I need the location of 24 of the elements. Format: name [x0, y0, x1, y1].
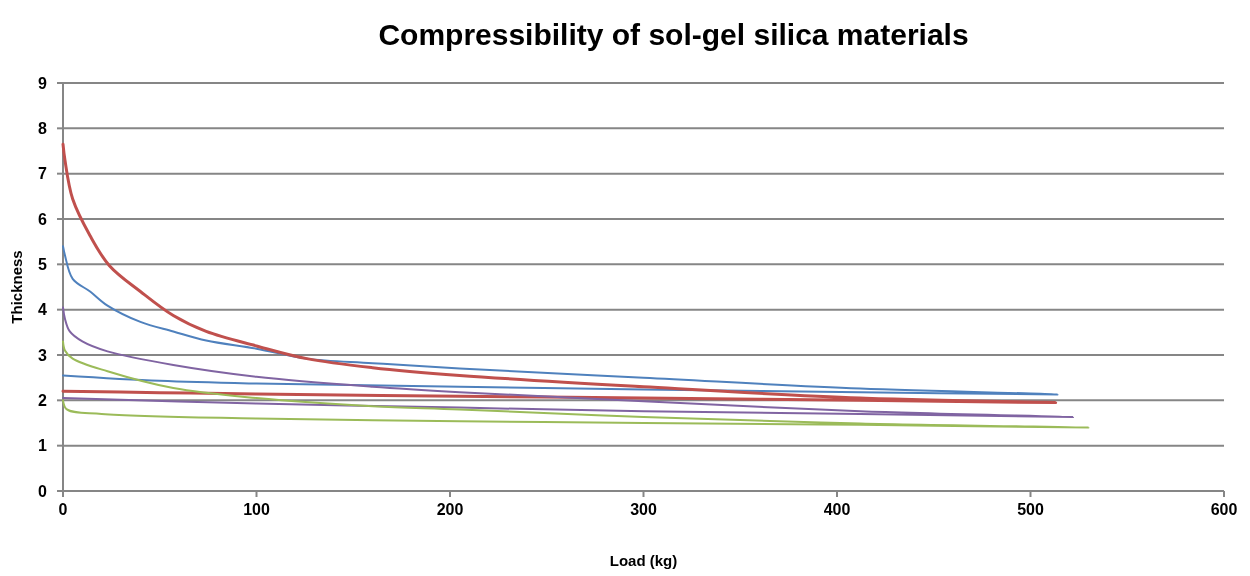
- y-tick-label: 7: [38, 165, 48, 183]
- x-tick-label: 100: [243, 501, 270, 518]
- line-series: [62, 340, 1090, 429]
- x-tick-label: 500: [1017, 501, 1044, 518]
- y-tick-label: 5: [38, 255, 48, 273]
- x-tick-label: 300: [630, 501, 657, 518]
- y-axis-title: Thickness: [8, 250, 25, 324]
- y-tick-label: 1: [38, 437, 48, 455]
- y-tick-label: 4: [38, 301, 48, 319]
- y-tick-label: 9: [38, 74, 48, 92]
- y-tick-label: 3: [38, 346, 48, 364]
- y-tick-label: 6: [38, 210, 48, 228]
- line-series: [62, 306, 1075, 419]
- chart-title: Compressibility of sol-gel silica materials: [378, 18, 969, 51]
- x-tick-label: 400: [823, 501, 851, 518]
- x-axis-title: Load (kg): [609, 552, 678, 569]
- line-series: [61, 142, 1058, 405]
- y-tick-label: 0: [38, 482, 48, 500]
- x-tick-label: 200: [436, 501, 464, 518]
- x-tick-label: 600: [1210, 501, 1238, 518]
- line-series: [62, 245, 1059, 396]
- x-tick-label: 0: [58, 501, 68, 518]
- y-tick-label: 2: [38, 391, 48, 409]
- y-tick-label: 8: [38, 119, 48, 137]
